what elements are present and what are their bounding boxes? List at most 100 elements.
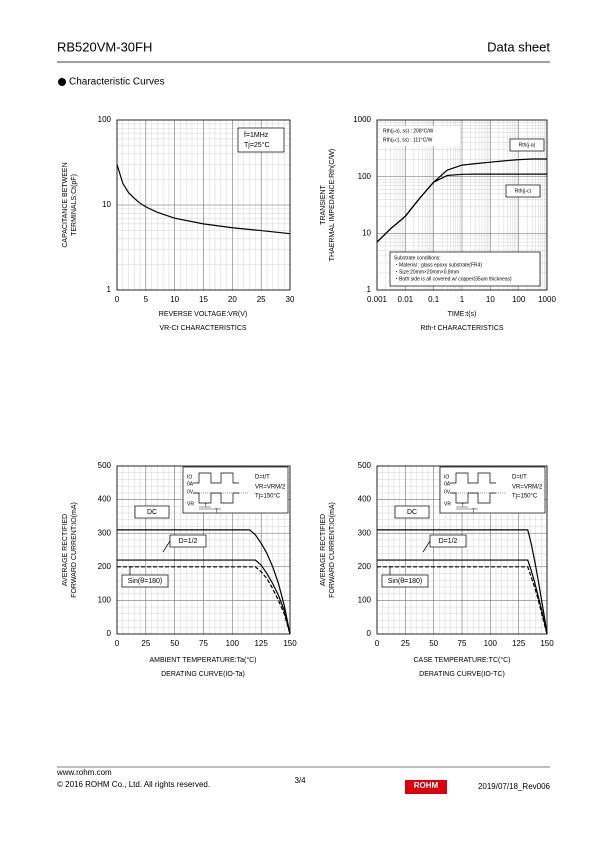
y-tick-label: 10 <box>362 228 371 237</box>
legend-label: D=1/2 <box>439 538 458 545</box>
x-tick-label: 1 <box>460 295 465 304</box>
annotation: 0A <box>187 481 194 487</box>
x-label: AMBIENT TEMPERATURE:Ta(°C) <box>149 656 256 664</box>
annotation: D=t/T <box>255 475 270 481</box>
legend-box <box>505 184 541 198</box>
y-tick-label: 0 <box>107 629 112 638</box>
x-tick-label: 0.001 <box>367 295 388 304</box>
y-tick-label: 500 <box>358 461 372 470</box>
x-label: TIME:t(s) <box>448 311 477 318</box>
annotation: VR=VRM/2 <box>512 485 543 491</box>
annotation: D=t/T <box>512 475 527 481</box>
x-tick-label: 1000 <box>538 295 556 304</box>
annotation: VR=VRM/2 <box>255 485 286 491</box>
annotation: 0A <box>444 481 451 487</box>
x-tick-label: 150 <box>540 639 554 648</box>
y-tick-label: 200 <box>98 562 112 571</box>
x-tick-label: 0 <box>115 639 120 648</box>
note: ・Material : glass epoxy substrate(FR4) <box>394 262 482 268</box>
y-label: AVERAGE RECTIFIED <box>62 514 69 586</box>
series-line <box>117 566 291 635</box>
y-label: TRANSIENT <box>320 184 327 224</box>
inset-box <box>182 466 289 514</box>
annotation-box <box>237 127 285 153</box>
legend-label: DC <box>147 509 157 516</box>
series-line <box>117 559 291 635</box>
annotation: Tj=150°C <box>512 494 538 500</box>
annotation: T <box>215 508 218 514</box>
annotation: IO <box>444 474 449 480</box>
plot-frame <box>376 119 548 291</box>
footer-copyright: © 2016 ROHM Co., Ltd. All rights reserve… <box>57 780 210 789</box>
y-tick-label: 100 <box>98 596 112 605</box>
section-title: Characteristic Curves <box>69 77 165 88</box>
x-label: CASE TEMPERATURE:TC(°C) <box>413 656 510 664</box>
series-line <box>377 529 548 635</box>
dim-arrow <box>456 506 478 510</box>
y-label: CAPACITANCE BETWEEN <box>62 162 69 247</box>
part-number: RB520VM-30FH <box>57 39 152 54</box>
annotation: t <box>205 502 207 508</box>
legend-box <box>134 505 170 519</box>
legend-box <box>394 505 430 519</box>
logo-box <box>405 780 447 794</box>
y-tick-label: 0 <box>367 629 372 638</box>
plot-frame <box>116 465 291 635</box>
annotation: Rth(j-c), ss) : 111°C/W <box>383 137 433 143</box>
y-tick-label: 400 <box>98 495 112 504</box>
caption: DERATING CURVE(IO-Ta) <box>161 671 245 678</box>
series-line <box>377 566 548 635</box>
caption: VR-Ct CHARACTERISTICS <box>159 325 246 332</box>
x-tick-label: 25 <box>257 295 266 304</box>
y-label: AVERAGE RECTIFIED <box>320 514 327 586</box>
annotation: f=1MHz <box>244 132 269 139</box>
legend-label: Rth(j-c) <box>515 188 532 194</box>
annotation: 0V <box>187 489 194 495</box>
y-label: TERMINALS:Ct(pF) <box>71 174 78 236</box>
x-tick-label: 0.1 <box>428 295 440 304</box>
x-tick-label: 100 <box>484 639 498 648</box>
notes-box <box>389 251 541 287</box>
waveform <box>193 472 239 484</box>
x-tick-label: 100 <box>226 639 240 648</box>
annotation: Rth(j-a), ss) : 208°C/W <box>383 128 434 134</box>
legend-label: D=1/2 <box>179 538 198 545</box>
y-tick-label: 500 <box>98 461 112 470</box>
x-tick-label: 25 <box>401 639 410 648</box>
x-label: REVERSE VOLTAGE:VR(V) <box>159 311 247 318</box>
x-tick-label: 10 <box>170 295 179 304</box>
x-tick-label: 100 <box>512 295 526 304</box>
x-tick-label: 10 <box>486 295 495 304</box>
chart: 0 25 50 75 100 125 150 0 100 200 300 400 500 DC D=1/2 S… <box>358 461 555 648</box>
note: ・Size:20mm×20mm×0.8mm <box>394 269 459 275</box>
x-tick-label: 75 <box>199 639 208 648</box>
x-tick-label: 25 <box>141 639 150 648</box>
x-tick-label: 150 <box>283 639 297 648</box>
caption: Rth-t CHARACTERISTICS <box>420 325 504 332</box>
annotation: T <box>472 508 475 514</box>
bullet <box>58 78 66 86</box>
pointer <box>422 540 431 553</box>
annotation: Tj=150°C <box>255 494 281 500</box>
series-line <box>376 173 547 243</box>
x-tick-label: 15 <box>199 295 208 304</box>
x-tick-label: 0.01 <box>398 295 414 304</box>
page-number: 3/4 <box>294 776 306 785</box>
annotation: IO <box>187 474 192 480</box>
x-tick-label: 5 <box>144 295 149 304</box>
y-label: FORWARD CURRENT:IO(mA) <box>71 502 78 598</box>
x-tick-label: 0 <box>115 295 120 304</box>
y-label: THAERMAL IMPEDANCE:Rth(C/W) <box>329 149 336 262</box>
plot-frame <box>376 465 548 635</box>
annotation: 0V <box>444 489 451 495</box>
caption: DERATING CURVE(IO-TC) <box>419 671 505 678</box>
y-tick-label: 1000 <box>353 115 371 124</box>
x-tick-label: 0 <box>375 639 380 648</box>
y-tick-label: 200 <box>358 562 372 571</box>
legend-box <box>509 138 545 152</box>
series-line <box>117 529 291 635</box>
y-tick-label: 1 <box>107 285 112 294</box>
waveform <box>450 472 496 484</box>
